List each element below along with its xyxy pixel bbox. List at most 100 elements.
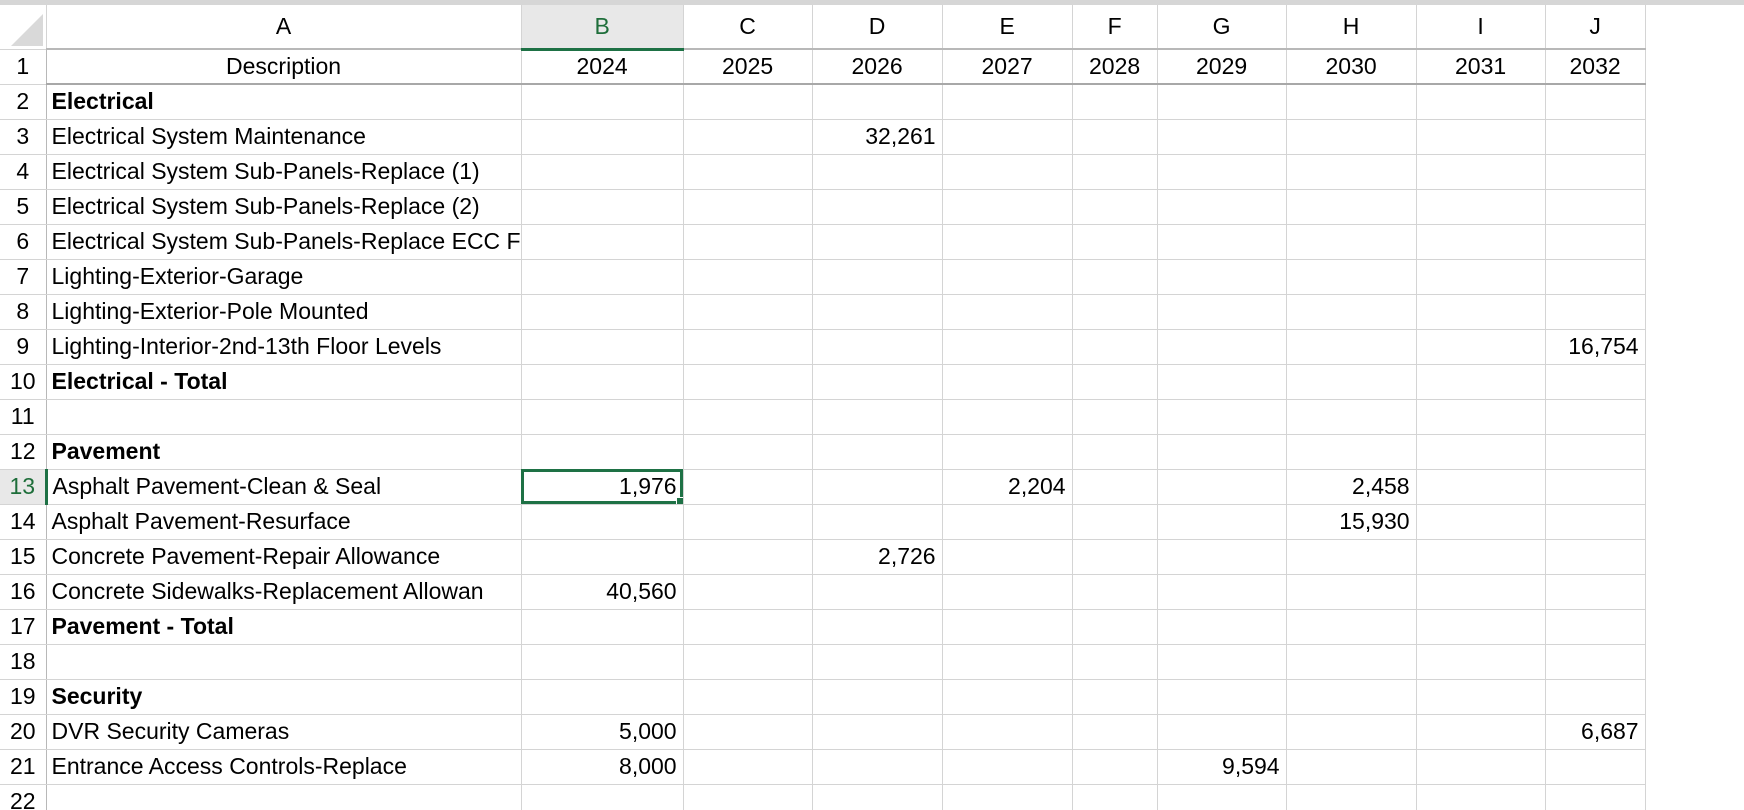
- cell-e22[interactable]: [942, 784, 1073, 810]
- cell-f13[interactable]: [1072, 469, 1158, 505]
- cell-a11[interactable]: [46, 399, 522, 435]
- cell-j13[interactable]: [1545, 469, 1646, 505]
- cell-a21[interactable]: Entrance Access Controls-Replace: [46, 749, 522, 785]
- cell-b6[interactable]: [521, 224, 684, 260]
- cell-b1[interactable]: 2024: [521, 49, 684, 85]
- cell-i20[interactable]: [1416, 714, 1546, 750]
- cell-j19[interactable]: [1545, 679, 1646, 715]
- cell-c2[interactable]: [683, 84, 813, 120]
- cell-c21[interactable]: [683, 749, 813, 785]
- cell-a3[interactable]: Electrical System Maintenance: [46, 119, 522, 155]
- cell-d7[interactable]: [812, 259, 943, 295]
- cell-f18[interactable]: [1072, 644, 1158, 680]
- cell-d21[interactable]: [812, 749, 943, 785]
- row-header-10[interactable]: 10: [0, 364, 47, 400]
- cell-g15[interactable]: [1157, 539, 1287, 575]
- cell-c19[interactable]: [683, 679, 813, 715]
- cell-i17[interactable]: [1416, 609, 1546, 645]
- cell-d9[interactable]: [812, 329, 943, 365]
- row-header-13[interactable]: 13: [0, 469, 48, 505]
- cell-b7[interactable]: [521, 259, 684, 295]
- cell-d8[interactable]: [812, 294, 943, 330]
- cell-f9[interactable]: [1072, 329, 1158, 365]
- cell-g21[interactable]: 9,594: [1157, 749, 1287, 785]
- cell-g1[interactable]: 2029: [1157, 49, 1287, 85]
- cell-e3[interactable]: [942, 119, 1073, 155]
- cell-i3[interactable]: [1416, 119, 1546, 155]
- row-header-4[interactable]: 4: [0, 154, 47, 190]
- cell-f21[interactable]: [1072, 749, 1158, 785]
- cell-c6[interactable]: [683, 224, 813, 260]
- cell-e7[interactable]: [942, 259, 1073, 295]
- cell-g7[interactable]: [1157, 259, 1287, 295]
- row-header-21[interactable]: 21: [0, 749, 47, 785]
- cell-a15[interactable]: Concrete Pavement-Repair Allowance: [46, 539, 522, 575]
- cell-d13[interactable]: [812, 469, 943, 505]
- cell-f11[interactable]: [1072, 399, 1158, 435]
- cell-a12[interactable]: Pavement: [46, 434, 522, 470]
- cell-d19[interactable]: [812, 679, 943, 715]
- cell-f7[interactable]: [1072, 259, 1158, 295]
- cell-f3[interactable]: [1072, 119, 1158, 155]
- cell-e13[interactable]: 2,204: [942, 469, 1073, 505]
- cell-c8[interactable]: [683, 294, 813, 330]
- cell-h7[interactable]: [1286, 259, 1417, 295]
- cell-f2[interactable]: [1072, 84, 1158, 120]
- cell-i18[interactable]: [1416, 644, 1546, 680]
- cell-g17[interactable]: [1157, 609, 1287, 645]
- cell-e2[interactable]: [942, 84, 1073, 120]
- cell-c4[interactable]: [683, 154, 813, 190]
- cell-f8[interactable]: [1072, 294, 1158, 330]
- cell-h16[interactable]: [1286, 574, 1417, 610]
- column-header-b[interactable]: B: [521, 5, 684, 51]
- column-header-c[interactable]: C: [683, 5, 813, 50]
- cell-c20[interactable]: [683, 714, 813, 750]
- column-header-d[interactable]: D: [812, 5, 943, 50]
- cell-i22[interactable]: [1416, 784, 1546, 810]
- cell-e11[interactable]: [942, 399, 1073, 435]
- cell-g18[interactable]: [1157, 644, 1287, 680]
- cell-j11[interactable]: [1545, 399, 1646, 435]
- cell-j18[interactable]: [1545, 644, 1646, 680]
- row-header-1[interactable]: 1: [0, 49, 47, 85]
- cell-h2[interactable]: [1286, 84, 1417, 120]
- cell-b18[interactable]: [521, 644, 684, 680]
- cell-c16[interactable]: [683, 574, 813, 610]
- cell-a14[interactable]: Asphalt Pavement-Resurface: [46, 504, 522, 540]
- cell-g14[interactable]: [1157, 504, 1287, 540]
- cell-a22[interactable]: [46, 784, 522, 810]
- cell-i14[interactable]: [1416, 504, 1546, 540]
- cell-j12[interactable]: [1545, 434, 1646, 470]
- row-header-16[interactable]: 16: [0, 574, 47, 610]
- cell-e1[interactable]: 2027: [942, 49, 1073, 85]
- cell-f1[interactable]: 2028: [1072, 49, 1158, 85]
- cell-h20[interactable]: [1286, 714, 1417, 750]
- cell-i12[interactable]: [1416, 434, 1546, 470]
- cell-g13[interactable]: [1157, 469, 1287, 505]
- cell-e12[interactable]: [942, 434, 1073, 470]
- cell-f16[interactable]: [1072, 574, 1158, 610]
- cell-j3[interactable]: [1545, 119, 1646, 155]
- cell-h3[interactable]: [1286, 119, 1417, 155]
- cell-j8[interactable]: [1545, 294, 1646, 330]
- cell-a19[interactable]: Security: [46, 679, 522, 715]
- cell-e10[interactable]: [942, 364, 1073, 400]
- cell-h15[interactable]: [1286, 539, 1417, 575]
- row-header-3[interactable]: 3: [0, 119, 47, 155]
- cell-i2[interactable]: [1416, 84, 1546, 120]
- cell-f4[interactable]: [1072, 154, 1158, 190]
- cell-b10[interactable]: [521, 364, 684, 400]
- cell-a7[interactable]: Lighting-Exterior-Garage: [46, 259, 522, 295]
- cell-j1[interactable]: 2032: [1545, 49, 1646, 85]
- row-header-11[interactable]: 11: [0, 399, 47, 435]
- row-header-20[interactable]: 20: [0, 714, 47, 750]
- cell-i7[interactable]: [1416, 259, 1546, 295]
- cell-e19[interactable]: [942, 679, 1073, 715]
- cell-d17[interactable]: [812, 609, 943, 645]
- row-header-15[interactable]: 15: [0, 539, 47, 575]
- cell-e6[interactable]: [942, 224, 1073, 260]
- cell-h14[interactable]: 15,930: [1286, 504, 1417, 540]
- cell-a2[interactable]: Electrical: [46, 84, 522, 120]
- column-header-i[interactable]: I: [1416, 5, 1546, 50]
- cell-b19[interactable]: [521, 679, 684, 715]
